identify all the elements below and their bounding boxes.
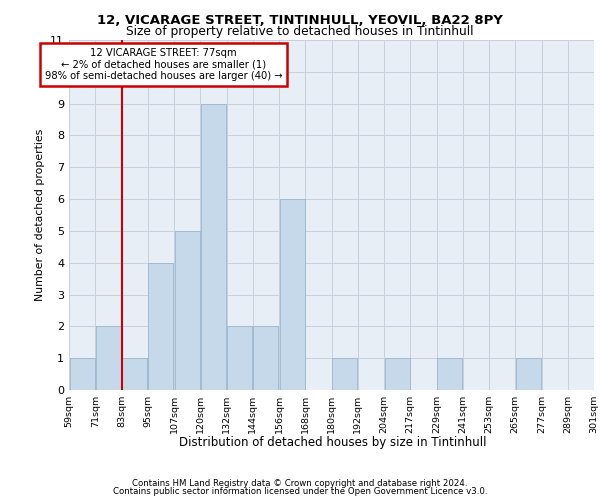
Text: Distribution of detached houses by size in Tintinhull: Distribution of detached houses by size … <box>179 436 487 449</box>
Text: Size of property relative to detached houses in Tintinhull: Size of property relative to detached ho… <box>126 25 474 38</box>
Text: Contains public sector information licensed under the Open Government Licence v3: Contains public sector information licen… <box>113 487 487 496</box>
Bar <box>122 358 147 390</box>
Y-axis label: Number of detached properties: Number of detached properties <box>35 129 44 301</box>
Text: Contains HM Land Registry data © Crown copyright and database right 2024.: Contains HM Land Registry data © Crown c… <box>132 480 468 488</box>
Bar <box>148 262 173 390</box>
Bar <box>385 358 410 390</box>
Bar <box>227 326 252 390</box>
Bar <box>96 326 121 390</box>
Bar <box>253 326 278 390</box>
Bar <box>516 358 541 390</box>
Bar <box>332 358 357 390</box>
Bar <box>175 231 200 390</box>
Text: 12, VICARAGE STREET, TINTINHULL, YEOVIL, BA22 8PY: 12, VICARAGE STREET, TINTINHULL, YEOVIL,… <box>97 14 503 27</box>
Bar <box>280 199 305 390</box>
Bar <box>201 104 226 390</box>
Bar <box>437 358 462 390</box>
Bar <box>70 358 95 390</box>
Text: 12 VICARAGE STREET: 77sqm
← 2% of detached houses are smaller (1)
98% of semi-de: 12 VICARAGE STREET: 77sqm ← 2% of detach… <box>44 48 283 81</box>
